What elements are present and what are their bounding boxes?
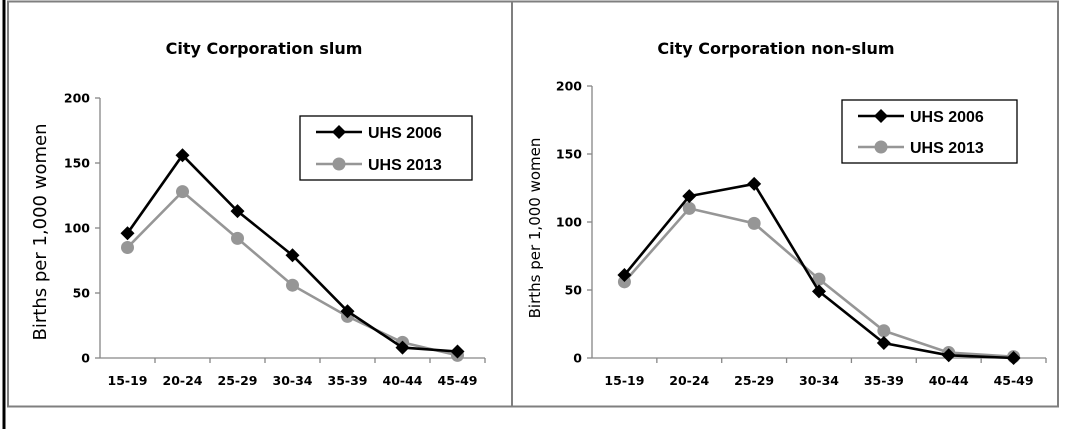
- x-tick-label: 20-24: [669, 373, 709, 388]
- series-lines: [120, 148, 465, 362]
- data-point: [747, 176, 762, 191]
- data-point: [812, 272, 826, 286]
- data-point: [286, 278, 299, 292]
- legend-label: UHS 2013: [368, 157, 442, 174]
- data-point: [120, 226, 135, 241]
- chart-panel-slum: City Corporation slum Births per 1,000 w…: [30, 39, 486, 388]
- chart-panel-non-slum: City Corporation non-slum Births per 1,0…: [526, 39, 1047, 388]
- x-tick-label: 30-34: [799, 373, 839, 388]
- data-point: [876, 336, 891, 351]
- data-point: [941, 348, 956, 363]
- x-tick-label: 35-39: [328, 373, 368, 388]
- y-tick-label: 150: [64, 156, 90, 171]
- legend-swatch-marker: [874, 109, 888, 123]
- legend: UHS 2006 UHS 2013: [299, 115, 473, 181]
- data-point: [747, 216, 761, 230]
- legend-label: UHS 2013: [910, 140, 984, 157]
- legend-box: [299, 115, 473, 181]
- data-point: [617, 268, 632, 283]
- legend-swatch-marker: [332, 157, 346, 171]
- data-point: [340, 304, 355, 319]
- data-point: [682, 201, 696, 215]
- y-axis-label: Births per 1,000 women: [30, 124, 51, 341]
- y-tick-label: 100: [556, 215, 582, 230]
- data-point: [395, 340, 410, 355]
- data-point: [812, 284, 826, 299]
- x-tick-label: 40-44: [929, 373, 969, 388]
- x-tick-label: 15-19: [604, 373, 644, 388]
- x-tick-label: 25-29: [734, 373, 774, 388]
- x-tick-label: 45-49: [438, 373, 478, 388]
- y-tick-label: 100: [64, 221, 90, 236]
- data-point: [1006, 351, 1021, 365]
- data-point: [285, 248, 300, 263]
- data-point: [175, 148, 190, 163]
- legend: UHS 2006 UHS 2013: [841, 99, 1018, 164]
- y-tick-label: 200: [64, 91, 90, 106]
- chart-title: City Corporation non-slum: [657, 39, 894, 58]
- data-point: [877, 324, 891, 338]
- data-point: [682, 189, 697, 204]
- y-axis-label: Births per 1,000 women: [526, 138, 544, 319]
- data-point: [450, 344, 465, 359]
- axes: 0 50 100 150 200 15-19 20-24 25-29 30-34 35-39 40-…: [556, 79, 1047, 388]
- x-tick-label: 15-19: [108, 373, 148, 388]
- x-tick-label: 40-44: [383, 373, 423, 388]
- axes: 0 50 100 150 200 15-19 20-24 25-29 30-34 35-39 40-…: [64, 91, 486, 388]
- series-lines: [617, 176, 1021, 365]
- data-point: [176, 185, 189, 199]
- legend-swatch-marker: [332, 125, 346, 139]
- x-tick-label: 25-29: [218, 373, 258, 388]
- chart-title: City Corporation slum: [166, 39, 363, 58]
- data-point: [121, 241, 134, 254]
- data-point: [230, 204, 245, 219]
- x-tick-label: 30-34: [273, 373, 313, 388]
- y-tick-label: 50: [565, 283, 583, 298]
- x-tick-label: 35-39: [864, 373, 904, 388]
- data-point: [231, 231, 244, 245]
- legend-label: UHS 2006: [910, 109, 984, 126]
- y-tick-label: 0: [573, 351, 582, 366]
- x-tick-label: 20-24: [163, 373, 203, 388]
- legend-label: UHS 2006: [368, 125, 442, 142]
- y-tick-label: 200: [556, 79, 582, 94]
- legend-swatch-marker: [874, 140, 888, 154]
- legend-box: [841, 99, 1018, 164]
- x-tick-label: 45-49: [994, 373, 1034, 388]
- y-tick-label: 0: [81, 351, 90, 366]
- y-tick-label: 50: [73, 286, 91, 301]
- y-tick-label: 150: [556, 147, 582, 162]
